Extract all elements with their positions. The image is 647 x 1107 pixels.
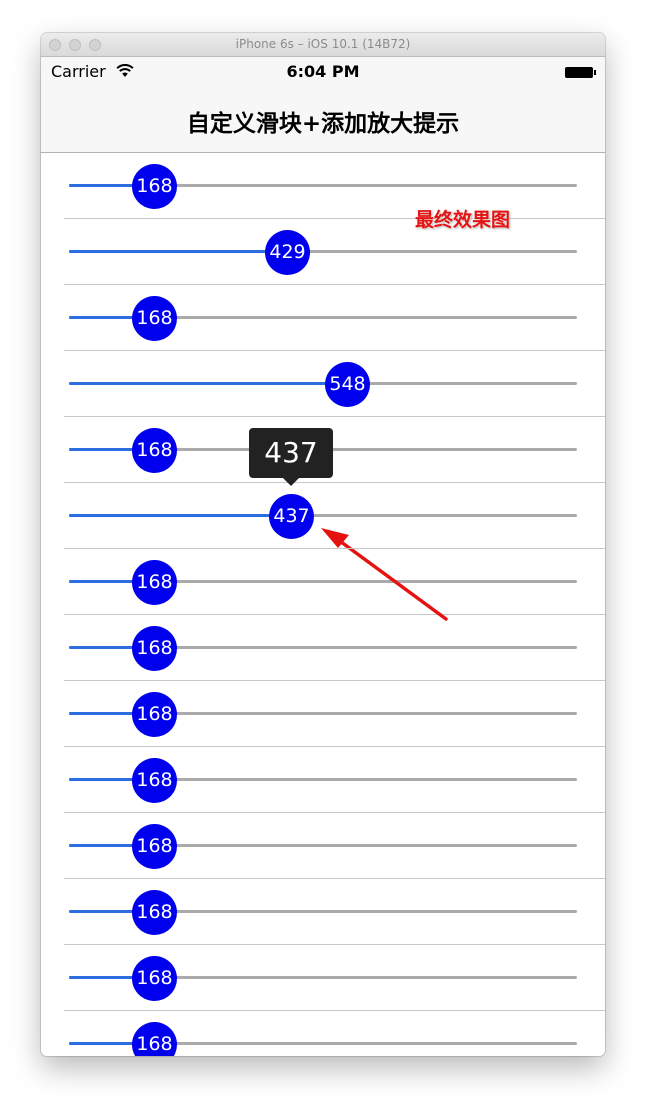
navigation-bar: 自定义滑块+添加放大提示 xyxy=(41,83,605,153)
slider-fill xyxy=(69,712,154,715)
slider-thumb[interactable]: 429 xyxy=(265,230,310,275)
slider-thumb[interactable]: 168 xyxy=(132,890,177,935)
row-separator xyxy=(64,218,605,219)
slider-track[interactable] xyxy=(69,316,577,319)
slider-fill xyxy=(69,382,347,385)
slider-track[interactable] xyxy=(69,514,577,517)
tooltip-pointer xyxy=(283,478,299,486)
slider-thumb[interactable]: 168 xyxy=(132,626,177,671)
slider-track[interactable] xyxy=(69,910,577,913)
window-titlebar: iPhone 6s – iOS 10.1 (14B72) xyxy=(41,33,605,57)
slider-fill xyxy=(69,580,154,583)
value-tooltip: 437 xyxy=(249,428,333,478)
slider-row: 168 xyxy=(41,879,605,945)
slider-thumb[interactable]: 168 xyxy=(132,164,177,209)
slider-thumb[interactable]: 437 xyxy=(269,494,314,539)
slider-thumb[interactable]: 548 xyxy=(325,362,370,407)
slider-fill xyxy=(69,844,154,847)
row-separator xyxy=(64,284,605,285)
simulator-window: iPhone 6s – iOS 10.1 (14B72) Carrier 6:0… xyxy=(41,33,605,1056)
battery-icon xyxy=(565,67,596,78)
close-window-button[interactable] xyxy=(49,39,61,51)
slider-row: 168 xyxy=(41,615,605,681)
row-separator xyxy=(64,416,605,417)
slider-fill xyxy=(69,910,154,913)
slider-row: 168 xyxy=(41,813,605,879)
slider-track[interactable] xyxy=(69,1042,577,1045)
slider-track[interactable] xyxy=(69,382,577,385)
slider-fill xyxy=(69,1042,154,1045)
row-separator xyxy=(64,878,605,879)
slider-row: 548 xyxy=(41,351,605,417)
slider-track[interactable] xyxy=(69,844,577,847)
row-separator xyxy=(64,548,605,549)
slider-row: 429 xyxy=(41,219,605,285)
slider-fill xyxy=(69,250,287,253)
slider-fill xyxy=(69,976,154,979)
slider-thumb[interactable]: 168 xyxy=(132,956,177,1001)
slider-fill xyxy=(69,646,154,649)
slider-thumb[interactable]: 168 xyxy=(132,296,177,341)
row-separator xyxy=(64,1010,605,1011)
slider-thumb[interactable]: 168 xyxy=(132,824,177,869)
page-title: 自定义滑块+添加放大提示 xyxy=(186,111,460,137)
row-separator xyxy=(64,482,605,483)
slider-row: 168 xyxy=(41,549,605,615)
slider-row: 168 xyxy=(41,681,605,747)
slider-fill xyxy=(69,778,154,781)
slider-track[interactable] xyxy=(69,778,577,781)
minimize-window-button[interactable] xyxy=(69,39,81,51)
slider-row: 168 xyxy=(41,747,605,813)
slider-thumb[interactable]: 168 xyxy=(132,428,177,473)
slider-row: 168 xyxy=(41,153,605,219)
status-bar: Carrier 6:04 PM xyxy=(41,57,605,83)
slider-fill xyxy=(69,184,154,187)
slider-track[interactable] xyxy=(69,250,577,253)
row-separator xyxy=(64,680,605,681)
slider-track[interactable] xyxy=(69,184,577,187)
status-time: 6:04 PM xyxy=(286,62,360,81)
annotation-label: 最终效果图 xyxy=(415,209,511,231)
row-separator xyxy=(64,944,605,945)
slider-row: 168 xyxy=(41,945,605,1011)
slider-thumb[interactable]: 168 xyxy=(132,560,177,605)
slider-row: 168 xyxy=(41,285,605,351)
slider-track[interactable] xyxy=(69,646,577,649)
window-title: iPhone 6s – iOS 10.1 (14B72) xyxy=(235,37,411,51)
row-separator xyxy=(64,350,605,351)
slider-thumb[interactable]: 168 xyxy=(132,758,177,803)
slider-track[interactable] xyxy=(69,580,577,583)
row-separator xyxy=(64,812,605,813)
slider-thumb[interactable]: 168 xyxy=(132,1022,177,1056)
carrier-label: Carrier xyxy=(51,62,106,81)
slider-row: 437 437 xyxy=(41,428,605,549)
wifi-icon xyxy=(116,64,134,77)
slider-fill xyxy=(69,316,154,319)
slider-track[interactable] xyxy=(69,712,577,715)
slider-row: 168 xyxy=(41,1011,605,1056)
zoom-window-button[interactable] xyxy=(89,39,101,51)
slider-track[interactable] xyxy=(69,976,577,979)
slider-fill xyxy=(69,448,154,451)
row-separator xyxy=(64,746,605,747)
slider-fill xyxy=(69,514,291,517)
slider-thumb[interactable]: 168 xyxy=(132,692,177,737)
